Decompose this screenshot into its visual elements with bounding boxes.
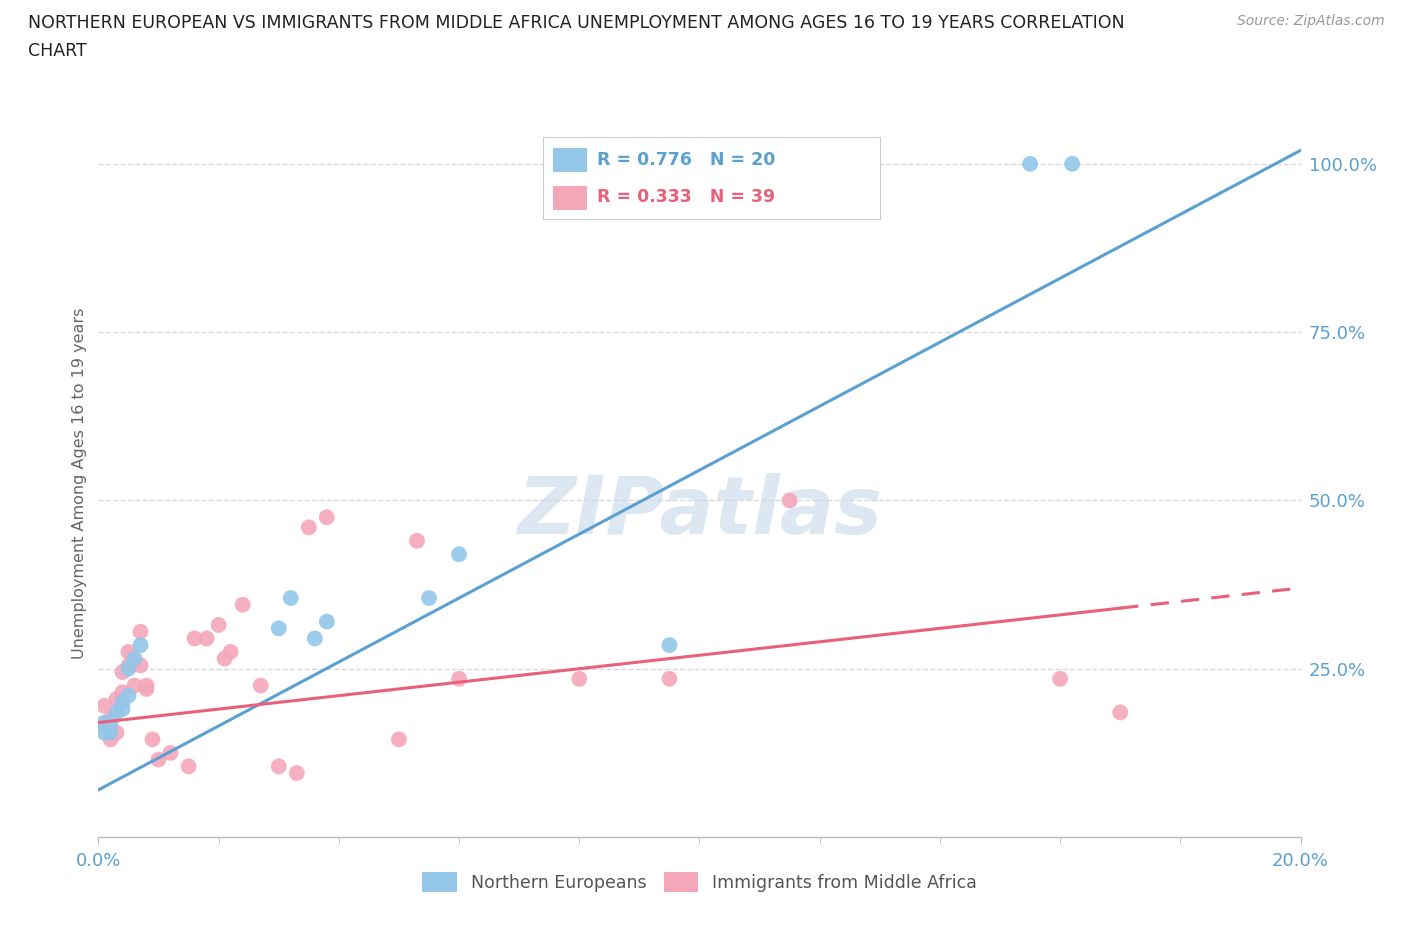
- Point: [129, 624, 152, 639]
- Point: [105, 705, 128, 720]
- Legend: Northern Europeans, Immigrants from Middle Africa: Northern Europeans, Immigrants from Midd…: [415, 865, 984, 899]
- Point: [177, 759, 200, 774]
- Point: [129, 638, 152, 653]
- Point: [111, 684, 134, 699]
- Point: [111, 695, 134, 710]
- Point: [1062, 156, 1084, 171]
- Point: [159, 746, 181, 761]
- Point: [304, 631, 326, 645]
- Point: [447, 547, 470, 562]
- Point: [418, 591, 440, 605]
- Text: Source: ZipAtlas.com: Source: ZipAtlas.com: [1237, 14, 1385, 28]
- Point: [447, 671, 470, 686]
- Point: [285, 765, 308, 780]
- Point: [267, 621, 290, 636]
- Point: [315, 614, 337, 629]
- Point: [249, 678, 271, 693]
- Point: [135, 682, 157, 697]
- Point: [280, 591, 302, 605]
- Point: [100, 711, 122, 726]
- Point: [779, 493, 801, 508]
- Point: [111, 665, 134, 680]
- Point: [117, 658, 139, 672]
- Text: NORTHERN EUROPEAN VS IMMIGRANTS FROM MIDDLE AFRICA UNEMPLOYMENT AMONG AGES 16 TO: NORTHERN EUROPEAN VS IMMIGRANTS FROM MID…: [28, 14, 1125, 32]
- Point: [124, 651, 146, 666]
- Point: [195, 631, 218, 645]
- Point: [183, 631, 205, 645]
- Point: [1049, 671, 1071, 686]
- Point: [267, 759, 290, 774]
- Y-axis label: Unemployment Among Ages 16 to 19 years: Unemployment Among Ages 16 to 19 years: [72, 308, 87, 659]
- Point: [315, 510, 337, 525]
- Point: [100, 725, 122, 740]
- Point: [1019, 156, 1042, 171]
- Point: [105, 692, 128, 707]
- Point: [141, 732, 163, 747]
- Point: [388, 732, 411, 747]
- Point: [93, 719, 115, 734]
- Point: [568, 671, 591, 686]
- Point: [124, 655, 146, 670]
- Point: [219, 644, 242, 659]
- Point: [111, 701, 134, 716]
- Point: [117, 688, 139, 703]
- Point: [124, 678, 146, 693]
- Point: [148, 752, 170, 767]
- Point: [135, 678, 157, 693]
- Point: [658, 638, 681, 653]
- Point: [232, 597, 254, 612]
- Point: [1109, 705, 1132, 720]
- Text: CHART: CHART: [28, 42, 87, 60]
- Point: [100, 715, 122, 730]
- Text: ZIPatlas: ZIPatlas: [517, 472, 882, 551]
- Point: [129, 658, 152, 672]
- Point: [93, 715, 115, 730]
- Point: [214, 651, 236, 666]
- Point: [117, 644, 139, 659]
- Point: [208, 618, 231, 632]
- Point: [93, 725, 115, 740]
- Point: [93, 698, 115, 713]
- Point: [100, 732, 122, 747]
- Point: [406, 534, 429, 549]
- Point: [105, 725, 128, 740]
- Point: [117, 661, 139, 676]
- Point: [298, 520, 321, 535]
- Point: [658, 671, 681, 686]
